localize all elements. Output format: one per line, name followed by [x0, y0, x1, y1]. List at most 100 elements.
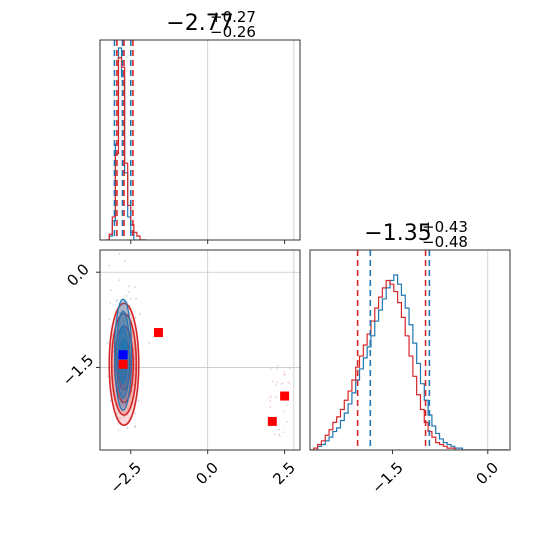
scatter-point [117, 429, 120, 431]
scatter-point [278, 428, 280, 431]
scatter-point [115, 340, 117, 342]
scatter-point [121, 309, 123, 311]
scatter-point [133, 347, 136, 350]
scatter-point [288, 382, 291, 385]
scatter-point [125, 295, 127, 297]
scatter-point [123, 322, 125, 325]
scatter-point [131, 332, 134, 334]
scatter-point [106, 375, 109, 377]
title-param1-minus: −0.26 [210, 23, 256, 41]
scatter-point [279, 435, 281, 437]
scatter-point [148, 342, 151, 344]
scatter-point [109, 400, 112, 402]
scatter-point [277, 364, 279, 367]
scatter-point [134, 425, 137, 427]
scatter-point [123, 404, 126, 406]
scatter-point [289, 367, 291, 370]
scatter-point [127, 352, 130, 354]
scatter-point [121, 402, 123, 404]
scatter-point [118, 279, 121, 281]
scatter-point [130, 390, 133, 393]
scatter-point [276, 367, 278, 369]
title-param1: −2.77 [166, 11, 233, 36]
scatter-point [127, 331, 129, 333]
scatter-point [133, 383, 136, 386]
scatter-point [270, 395, 273, 398]
marker-blue [118, 350, 128, 360]
scatter-point [283, 373, 285, 375]
scatter-point [274, 433, 276, 435]
scatter-point [275, 384, 277, 387]
scatter-point [116, 352, 118, 355]
scatter-point [120, 392, 122, 394]
scatter-2d-panel: −2.5 0.0 2.5 0.0 −1.5 [59, 249, 301, 497]
scatter-point [116, 299, 119, 301]
scatter-point [115, 300, 117, 302]
scatter-point [125, 403, 128, 405]
y-tick-label: −1.5 [59, 351, 97, 389]
hist-param1-blue [106, 47, 147, 240]
scatter-point [112, 393, 114, 396]
scatter-point [109, 376, 112, 379]
scatter-point [127, 374, 129, 376]
scatter-2d-frame [99, 249, 301, 451]
scatter-point [118, 253, 121, 255]
scatter-point [134, 412, 136, 415]
scatter-point [108, 265, 110, 267]
scatter-point [127, 336, 130, 338]
scatter-point [127, 368, 130, 370]
scatter-point [119, 396, 122, 399]
scatter-point [268, 396, 270, 399]
scatter-point [120, 403, 123, 405]
scatter-point [112, 350, 114, 353]
scatter-point [128, 291, 130, 294]
scatter-point [115, 368, 117, 371]
title-param2-minus: −0.48 [422, 233, 468, 251]
scatter-point [127, 340, 129, 342]
scatter-point [117, 382, 120, 384]
hist-param1-red [106, 57, 147, 240]
scatter-point [110, 343, 112, 345]
scatter-point [119, 316, 122, 319]
scatter-point [271, 380, 274, 382]
scatter-point [116, 380, 118, 382]
marker-red [280, 391, 290, 401]
scatter-point [135, 297, 137, 300]
scatter-point [107, 342, 109, 344]
scatter-point [139, 313, 141, 315]
marker-red [153, 328, 163, 338]
scatter-point [269, 400, 271, 402]
scatter-point [282, 382, 284, 384]
scatter-point [127, 377, 129, 379]
x-tick-label: 0.0 [472, 459, 502, 489]
x-tick-label: 0.0 [192, 459, 222, 489]
marker-red [118, 359, 128, 369]
scatter-point [117, 340, 119, 342]
scatter-point [283, 410, 285, 413]
scatter-point [134, 286, 136, 288]
hist-param2-frame [309, 249, 511, 451]
scatter-point [117, 423, 120, 425]
title-param2-plus: +0.43 [422, 218, 468, 236]
scatter-markers [118, 328, 290, 426]
scatter-point [117, 404, 119, 406]
scatter-point [126, 427, 129, 429]
scatter-point [119, 385, 121, 388]
scatter-point [116, 412, 118, 415]
scatter-point [134, 368, 136, 370]
title-param2: −1.35 [364, 221, 431, 246]
scatter-point [269, 406, 272, 409]
scatter-point [131, 369, 133, 371]
scatter-point [130, 321, 133, 323]
scatter-point [282, 431, 285, 433]
scatter-point [123, 416, 125, 418]
hist-param2-blue [310, 274, 509, 450]
scatter-point [126, 381, 129, 383]
scatter-point [133, 356, 135, 359]
scatter-point [131, 335, 133, 337]
title-param1-main: −2.77 [166, 11, 233, 36]
scatter-point [134, 364, 136, 366]
scatter-point [283, 370, 286, 373]
scatter-point [110, 289, 112, 291]
